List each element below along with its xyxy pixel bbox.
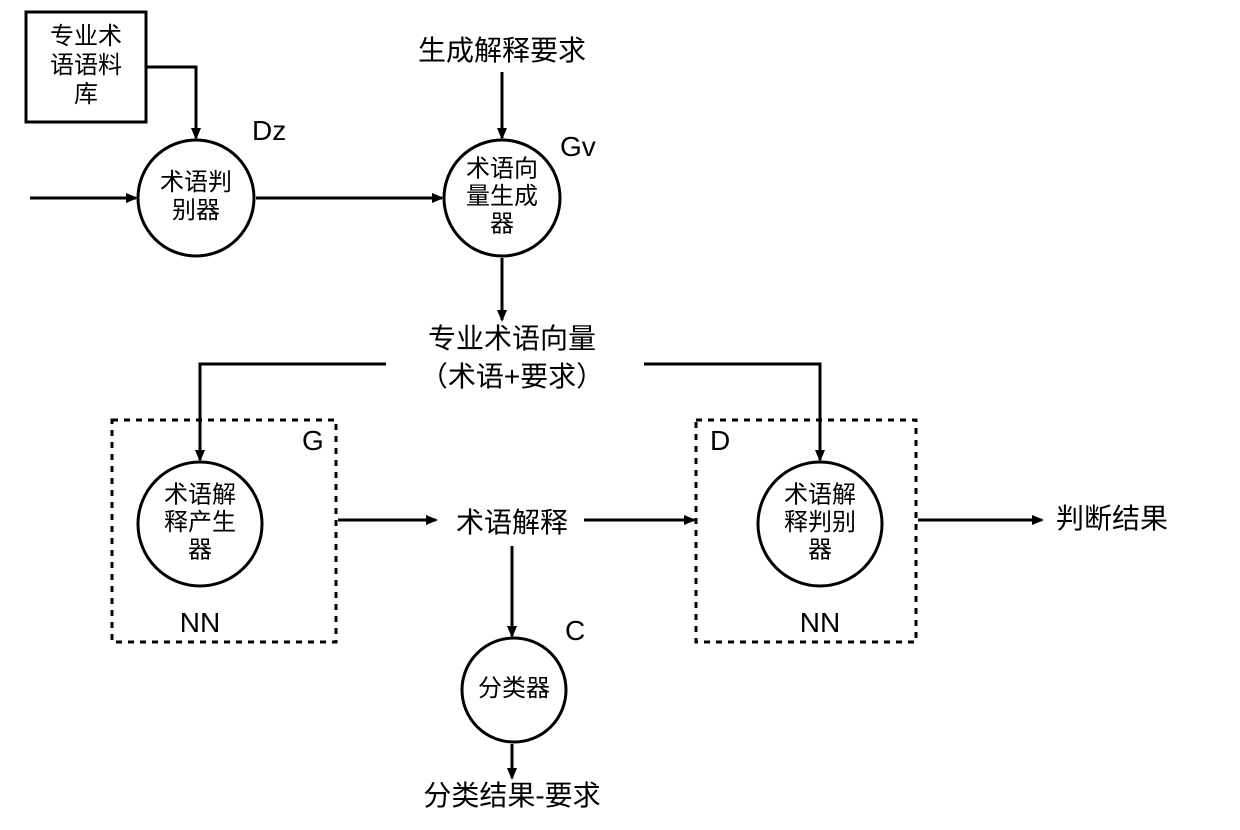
svg-text:专业术语语料库: 专业术语语料库 xyxy=(50,24,122,109)
tag-d: D xyxy=(710,425,730,456)
label-term-explain: 术语解释 xyxy=(456,507,568,538)
arrow-vec-to-g xyxy=(200,364,386,460)
label-vec2: （术语+要求） xyxy=(420,361,604,392)
tag-gv: Gv xyxy=(560,131,596,162)
tag-dz: Dz xyxy=(252,115,286,146)
tag-c: C xyxy=(565,615,585,646)
arrow-corpus-to-dz xyxy=(146,67,196,138)
label-vec1: 专业术语向量 xyxy=(428,323,596,354)
node-c: 分类器 xyxy=(462,638,566,742)
tag-g: G xyxy=(302,425,324,456)
node-g: 术语解释产生器 xyxy=(138,462,262,586)
svg-text:分类器: 分类器 xyxy=(478,675,550,702)
tag-nn-d: NN xyxy=(800,607,840,638)
label-result: 判断结果 xyxy=(1056,503,1168,534)
arrow-vec-to-d xyxy=(644,364,820,460)
label-gen-req: 生成解释要求 xyxy=(418,35,586,66)
node-d: 术语解释判别器 xyxy=(758,462,882,586)
tag-nn-g: NN xyxy=(180,607,220,638)
label-cls-res: 分类结果-要求 xyxy=(423,780,600,811)
corpus-box: 专业术语语料库 xyxy=(26,12,146,122)
node-gv: 术语向量生成器 xyxy=(444,140,560,256)
node-dz: 术语判别器 xyxy=(138,140,254,256)
